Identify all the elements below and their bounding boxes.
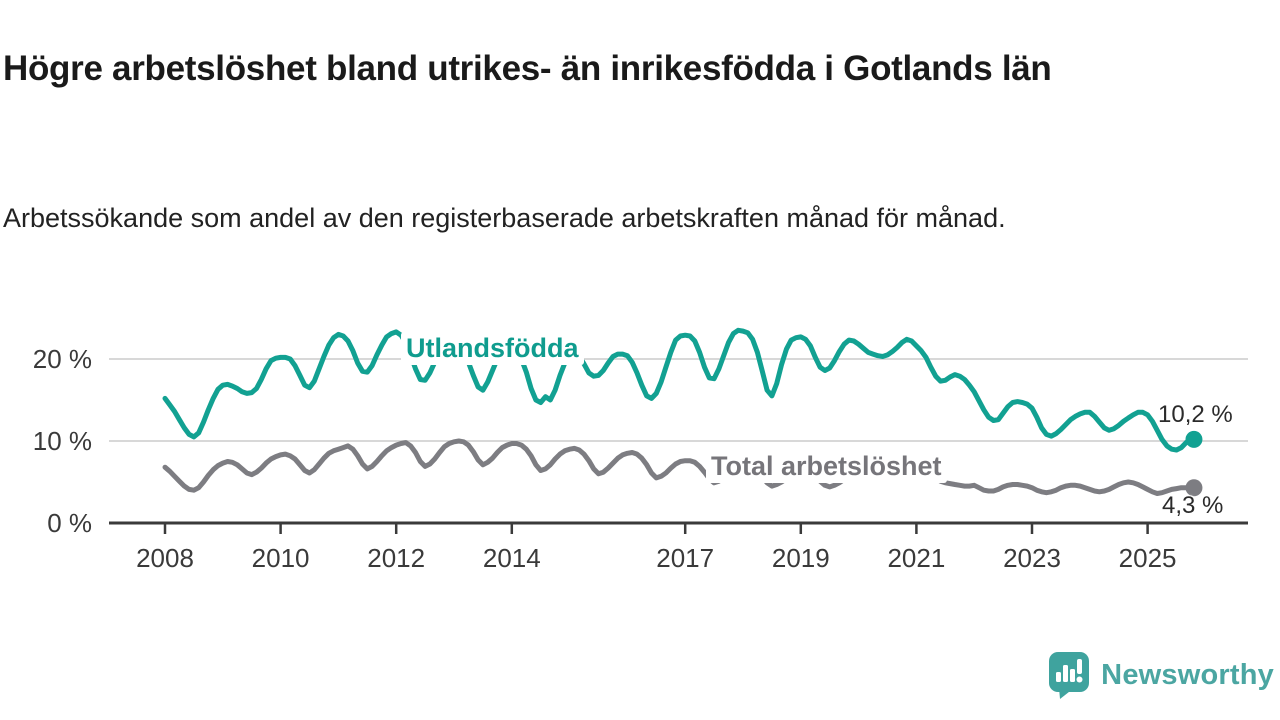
newsworthy-logo-icon xyxy=(1049,652,1090,699)
x-tick-label: 2014 xyxy=(482,543,541,573)
x-tick-label: 2019 xyxy=(771,543,830,573)
series-line xyxy=(162,327,1194,453)
chart-subtitle: Arbetssökande som andel av den registerb… xyxy=(3,203,1006,233)
end-value-label-total: 4,3 % xyxy=(1162,492,1224,519)
x-tick-label: 2012 xyxy=(367,543,426,573)
series-end-dot xyxy=(1185,479,1203,497)
newsworthy-logo-text: Newsworthy xyxy=(1101,658,1274,691)
y-tick-label: 10 % xyxy=(32,426,92,456)
x-tick-label: 2023 xyxy=(1003,543,1061,573)
newsworthy-logo: Newsworthy xyxy=(1047,650,1274,700)
x-tick-label: 2010 xyxy=(251,543,310,573)
page-title: Högre arbetslöshet bland utrikes- än inr… xyxy=(3,49,1052,89)
series-label-utlandsfodda: Utlandsfödda xyxy=(401,332,584,365)
series-end-dot xyxy=(1185,430,1203,448)
x-tick-label: 2025 xyxy=(1118,543,1177,573)
series-label-total-arbetsloshet: Total arbetslöshet xyxy=(706,450,947,483)
y-tick-label: 20 % xyxy=(32,344,92,374)
end-value-label-utlandsfodda: 10,2 % xyxy=(1158,401,1233,428)
y-tick-label: 0 % xyxy=(47,508,92,538)
series-line xyxy=(162,438,1194,496)
x-tick-label: 2008 xyxy=(136,543,194,573)
x-tick-label: 2021 xyxy=(887,543,946,573)
x-tick-label: 2017 xyxy=(656,543,715,573)
